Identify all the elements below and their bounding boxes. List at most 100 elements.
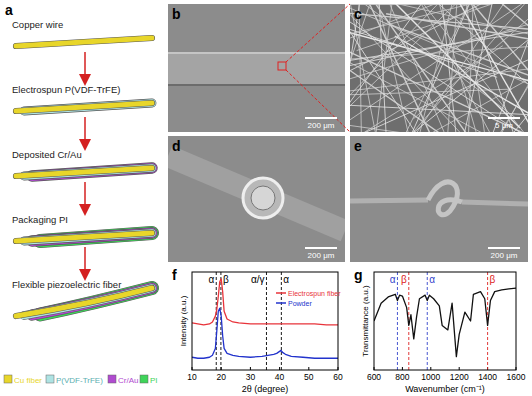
- panel-label: e: [354, 138, 362, 154]
- plot-lines: [374, 288, 516, 357]
- step-label: Flexible piezoelectric fiber: [12, 279, 121, 290]
- fiber-layer: [16, 103, 152, 111]
- nanofiber: [350, 4, 379, 132]
- zoom-line: [286, 70, 350, 132]
- micrograph: [168, 4, 345, 132]
- nanofiber: [350, 4, 528, 48]
- x-tick-label: 60: [333, 372, 343, 382]
- fiber: [168, 52, 345, 86]
- fiber-layer: [16, 38, 152, 46]
- fiber-cross-section: [243, 178, 283, 218]
- annotation-label: α: [283, 274, 289, 285]
- series-line: [374, 288, 516, 357]
- panel-label: c: [354, 6, 362, 22]
- fiber-edge: [168, 84, 345, 86]
- legend-label: Electrospun fiber: [288, 290, 341, 298]
- series-line: [192, 279, 338, 325]
- panel-label: b: [172, 6, 181, 22]
- scale-bar: [488, 247, 520, 249]
- nanofiber: [350, 30, 528, 132]
- annotation-label: α/γ: [251, 274, 265, 285]
- panel-label: a: [5, 2, 13, 18]
- micrograph: [350, 136, 528, 262]
- annotation-label: β: [490, 274, 496, 285]
- series-line: [192, 308, 338, 358]
- annotation-label: β: [223, 274, 229, 285]
- annotation-label: β: [401, 274, 407, 285]
- legend-label: PI: [150, 376, 158, 385]
- panel-label: f: [172, 267, 177, 283]
- scale-bar-label: 200 μm: [491, 251, 518, 260]
- legend-line: [276, 292, 286, 294]
- fiber-outline: [16, 168, 152, 176]
- x-tick-label: 40: [275, 372, 285, 382]
- nanofiber: [350, 104, 528, 119]
- fiber: [168, 156, 345, 231]
- nanofiber: [350, 4, 399, 132]
- nanofiber: [350, 4, 494, 132]
- figure: aCopper wire Electrospun P(VDF-TrFE) Depos…: [0, 0, 532, 396]
- legend-label: Cr/Au: [118, 376, 138, 385]
- legend-swatch: [4, 375, 12, 383]
- fiber-outline: [16, 103, 152, 111]
- legend-swatch: [108, 375, 116, 383]
- step-label: Packaging PI: [12, 214, 68, 225]
- scale-bar-label: 200 μm: [308, 251, 335, 260]
- legend-label: P(VDF-TrFE): [56, 376, 103, 385]
- plot-frame: [374, 272, 516, 370]
- nanofiber: [437, 4, 495, 132]
- fiber-layer: [16, 288, 152, 316]
- fiber-outline: [16, 38, 152, 46]
- legend-label: Powder: [288, 300, 312, 307]
- x-tick-label: 10: [187, 372, 197, 382]
- legend-swatch: [140, 375, 148, 383]
- x-tick-label: 600: [367, 372, 381, 382]
- x-tick-label: 30: [246, 372, 256, 382]
- fiber-illustration: [16, 288, 152, 316]
- step-label: Deposited Cr/Au: [12, 149, 82, 160]
- annotation-line: [427, 272, 428, 370]
- micrograph-background: [168, 136, 345, 262]
- fiber-illustration: [16, 38, 152, 46]
- nanofiber: [465, 4, 475, 132]
- step-arrow: [84, 182, 86, 210]
- step-arrow: [84, 117, 86, 145]
- fiber-illustration: [16, 103, 152, 111]
- nanofiber: [350, 4, 484, 132]
- nanofiber: [350, 9, 528, 132]
- annotation-line: [397, 272, 398, 370]
- nanofiber: [350, 4, 528, 56]
- nanofiber: [350, 4, 510, 78]
- step-label: Electrospun P(VDF-TrFE): [12, 84, 120, 95]
- step-arrow: [84, 52, 86, 80]
- step-label: Copper wire: [12, 19, 63, 30]
- fiber-outline: [16, 288, 152, 316]
- micrograph: [350, 4, 528, 132]
- x-tick-label: 1600: [507, 372, 526, 382]
- x-tick-label: 800: [395, 372, 409, 382]
- zoom-box: [278, 62, 286, 70]
- fiber-layer: [16, 168, 152, 176]
- fiber-illustration: [16, 168, 152, 176]
- fiber-outline: [16, 233, 152, 241]
- annotation-line: [216, 272, 217, 370]
- scale-bar-label: 5 μm: [495, 121, 513, 130]
- x-axis-label: Wavenumber (cm⁻¹): [405, 384, 485, 394]
- micrograph: [168, 136, 345, 262]
- annotation-label: α: [429, 274, 435, 285]
- nanofiber: [350, 4, 520, 128]
- legend-swatch: [46, 375, 54, 383]
- scale-bar: [488, 117, 520, 119]
- nanofiber: [413, 4, 528, 119]
- fiber-layer: [16, 233, 152, 241]
- annotation-label: α: [208, 274, 214, 285]
- annotation-line: [281, 272, 282, 370]
- nanofiber: [350, 9, 528, 33]
- micrograph-background: [350, 136, 528, 262]
- fiber-edge: [168, 52, 345, 54]
- legend-line: [276, 302, 286, 304]
- plot-frame: [192, 272, 338, 370]
- nanofiber: [350, 46, 528, 66]
- panel-label: g: [354, 267, 363, 283]
- scale-bar: [305, 117, 337, 119]
